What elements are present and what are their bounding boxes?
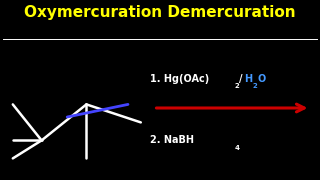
- Text: /: /: [239, 74, 243, 84]
- Text: 2: 2: [253, 83, 258, 89]
- Text: 2. NaBH: 2. NaBH: [150, 135, 194, 145]
- Text: Oxymercuration Demercuration: Oxymercuration Demercuration: [24, 5, 296, 20]
- Text: O: O: [257, 74, 266, 84]
- Text: 2: 2: [234, 83, 239, 89]
- Text: H: H: [244, 74, 252, 84]
- Text: 1. Hg(OAc): 1. Hg(OAc): [150, 74, 210, 84]
- Text: 4: 4: [234, 145, 239, 151]
